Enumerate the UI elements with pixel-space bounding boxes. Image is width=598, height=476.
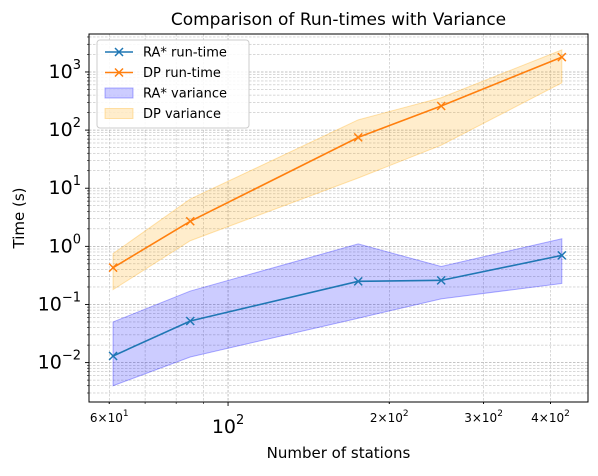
data-point-marker [557, 52, 567, 62]
legend-item: DP variance [104, 107, 221, 122]
legend-marker-swatch [114, 67, 124, 78]
y-tick-base: 10 [49, 177, 73, 199]
y-tick-base: 10 [38, 352, 62, 374]
legend-label: DP variance [143, 107, 221, 122]
legend-label: RA* variance [143, 87, 227, 102]
x-tick-label: 2×102 [370, 409, 409, 425]
x-tick-exp: 2 [564, 409, 570, 419]
x-tick-label: 102 [212, 413, 244, 438]
y-tick-base: 10 [49, 119, 73, 141]
marker-stroke [108, 351, 118, 361]
marker-stroke [436, 275, 446, 285]
data-point-marker [436, 101, 446, 111]
x-tick-label: 3×102 [464, 409, 503, 425]
series-lines [108, 52, 567, 361]
x-tick-base: 3×10 [464, 411, 497, 425]
y-tick-label: 103 [49, 58, 81, 83]
x-tick-label: 6×101 [90, 409, 129, 425]
data-point-marker [353, 132, 363, 142]
legend-box [96, 39, 250, 129]
plot-frame [88, 33, 589, 403]
legend-marker-swatch [114, 47, 124, 57]
y-tick-exp: 1 [73, 174, 81, 189]
x-tick-exp: 2 [497, 409, 503, 419]
x-tick-exp: 1 [123, 409, 129, 419]
y-tick-base: 10 [49, 61, 73, 83]
marker-stroke [557, 250, 567, 260]
y-axis-label: Time (s) [10, 188, 28, 250]
legend-band-swatch [104, 108, 134, 119]
y-tick-label: 102 [49, 116, 81, 141]
x-tick-base: 4×10 [531, 411, 564, 425]
marker-stroke [353, 132, 363, 142]
data-point-marker [557, 250, 567, 260]
marker-stroke [108, 263, 118, 273]
data-point-marker [353, 276, 363, 286]
data-point-marker [185, 216, 195, 226]
marker-stroke [185, 216, 195, 226]
y-tick-exp: 3 [73, 58, 81, 73]
x-tick-exp: 2 [403, 409, 409, 419]
marker-stroke [436, 101, 446, 111]
y-tick-label: 10−1 [38, 290, 81, 315]
x-tick-base: 10 [212, 416, 236, 438]
legend-item: RA* variance [104, 87, 227, 102]
legend-label: RA* run-time [143, 46, 227, 61]
x-tick-base: 6×10 [90, 411, 123, 425]
y-tick-label: 101 [49, 174, 81, 199]
data-point-marker [436, 275, 446, 285]
y-tick-exp: −1 [62, 290, 81, 305]
y-tick-exp: 0 [73, 232, 81, 247]
y-tick-base: 10 [49, 235, 73, 257]
x-tick-base: 2×10 [370, 411, 403, 425]
variance-bands [112, 49, 563, 387]
x-tick-label: 4×102 [531, 409, 570, 425]
data-point-marker [108, 263, 118, 273]
data-point-marker [108, 351, 118, 361]
variance-band-1 [112, 49, 563, 291]
marker-stroke [185, 316, 195, 326]
data-point-marker [185, 316, 195, 326]
legend-item: RA* run-time [105, 46, 227, 61]
x-tick-exp: 2 [236, 413, 244, 428]
variance-band-0 [112, 238, 563, 387]
x-axis-label: Number of stations [267, 444, 411, 462]
y-tick-label: 100 [49, 232, 81, 257]
y-tick-base: 10 [38, 293, 62, 315]
chart-title: Comparison of Run-times with Variance [171, 10, 506, 30]
legend-item: DP run-time [105, 66, 221, 81]
legend: RA* run-time DP run-time RA* variance DP va… [96, 39, 250, 129]
legend-label: DP run-time [143, 66, 221, 81]
y-tick-exp: 2 [73, 116, 81, 131]
y-tick-exp: −2 [62, 349, 81, 364]
marker-stroke [353, 276, 363, 286]
legend-band-swatch [104, 87, 134, 99]
marker-stroke [557, 52, 567, 62]
y-tick-label: 10−2 [38, 349, 81, 374]
